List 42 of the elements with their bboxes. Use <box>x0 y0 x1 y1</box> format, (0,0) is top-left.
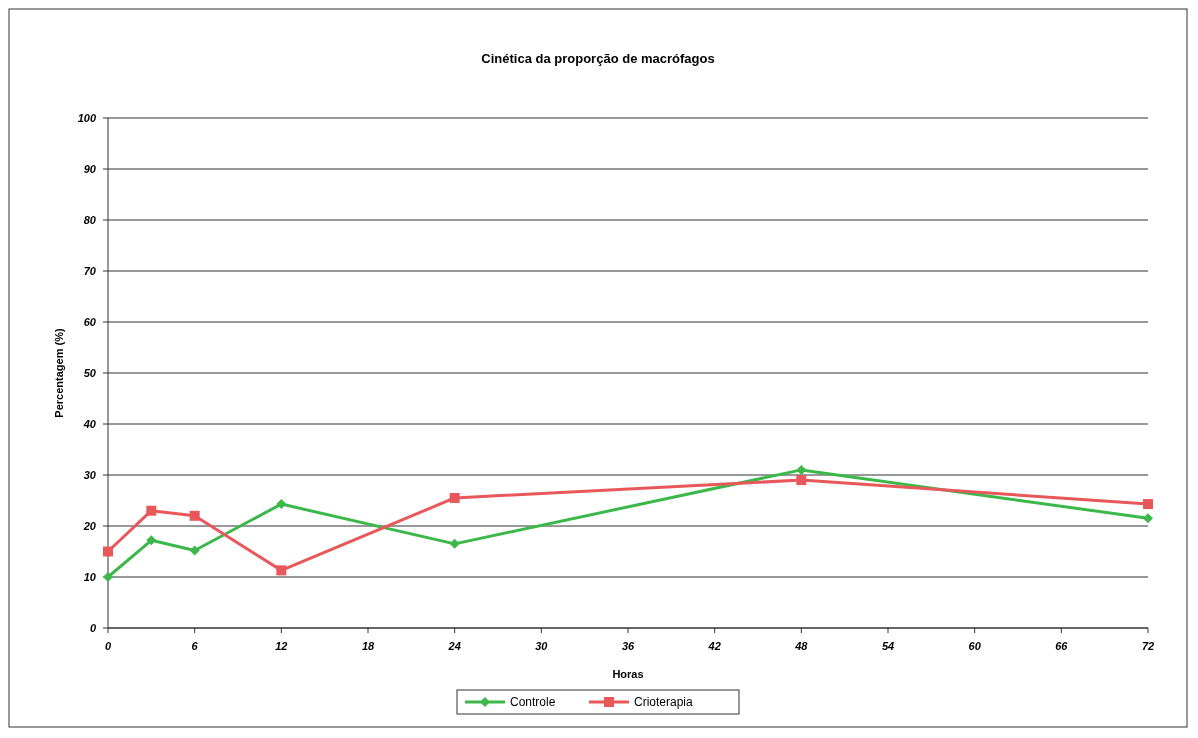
point <box>276 565 287 576</box>
point <box>146 535 157 546</box>
y-axis-title: Percentagem (%) <box>53 328 65 418</box>
y-tick-label: 0 <box>89 621 97 634</box>
y-tick-label: 60 <box>83 315 97 328</box>
x-tick-label: 6 <box>191 640 199 652</box>
x-tick-label: 48 <box>794 640 809 652</box>
point <box>189 545 200 556</box>
x-tick-label: 36 <box>621 640 635 652</box>
y-tick-label: 70 <box>83 264 97 277</box>
point <box>146 505 157 516</box>
point <box>449 538 460 549</box>
y-tick-label: 20 <box>82 519 97 532</box>
point <box>449 492 460 503</box>
point <box>796 464 807 475</box>
x-tick-label: 30 <box>535 640 549 652</box>
y-tick-label: 50 <box>83 366 97 379</box>
x-tick-label: 12 <box>275 640 288 652</box>
x-tick-label: 18 <box>361 640 375 652</box>
point <box>276 499 287 510</box>
point <box>189 510 200 521</box>
x-axis-title: Horas <box>612 668 644 680</box>
x-tick-label: 0 <box>104 640 112 652</box>
y-tick-label: 100 <box>77 111 97 124</box>
y-tick-label: 40 <box>82 417 97 430</box>
legend-label: Crioterapia <box>634 695 694 710</box>
y-tick-label: 90 <box>83 162 97 175</box>
point <box>796 475 807 486</box>
legend-label: Controle <box>510 695 556 710</box>
y-tick-label: 10 <box>83 570 97 583</box>
x-tick-label: 24 <box>447 640 461 652</box>
x-tick-label: 60 <box>968 640 982 652</box>
x-tick-label: 66 <box>1055 640 1069 652</box>
point <box>1143 499 1153 510</box>
chart-title: Cinética da proporção de macrófagos <box>481 51 715 66</box>
y-tick-label: 30 <box>83 468 97 481</box>
x-tick-label: 42 <box>707 640 721 652</box>
point <box>1143 513 1153 524</box>
x-tick-label: 72 <box>1141 640 1155 652</box>
y-tick-label: 80 <box>83 213 97 226</box>
point <box>103 546 113 557</box>
x-tick-label: 54 <box>881 640 895 652</box>
